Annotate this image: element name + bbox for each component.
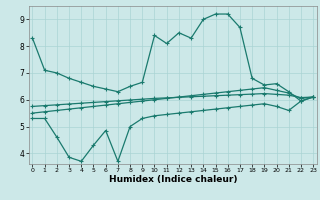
X-axis label: Humidex (Indice chaleur): Humidex (Indice chaleur) [108, 175, 237, 184]
